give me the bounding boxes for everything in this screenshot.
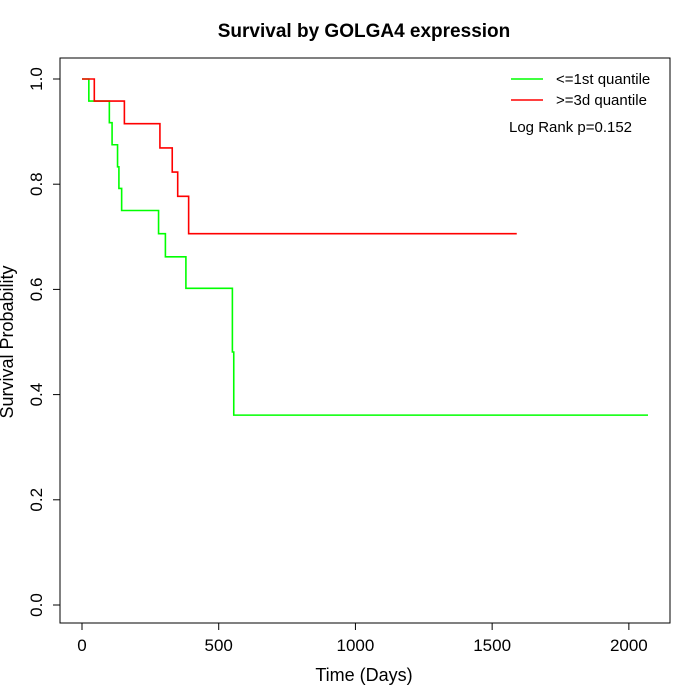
y-tick-label: 0.8 [27,172,46,196]
x-tick-label: 500 [205,636,233,655]
x-tick-label: 1500 [473,636,511,655]
y-axis: 0.0 0.2 0.4 0.6 0.8 1.0 [27,67,61,617]
y-tick-label: 0.4 [27,383,46,407]
y-tick-label: 0.6 [27,278,46,302]
plot-frame [59,57,671,624]
y-axis-label: Survival Probability [0,265,17,418]
legend-label: <=1st quantile [556,71,650,88]
chart-title: Survival by GOLGA4 expression [218,21,511,42]
series-line-high-quantile [82,78,517,235]
x-axis: 0 500 1000 1500 2000 [77,622,648,655]
y-tick-label: 0.2 [27,488,46,512]
y-tick-label: 1.0 [27,67,46,91]
legend-label: >=3d quantile [556,92,647,109]
series-layer [82,78,648,416]
legend: <=1st quantile >=3d quantile [511,71,650,109]
x-tick-label: 1000 [337,636,375,655]
x-tick-label: 0 [77,636,86,655]
x-axis-label: Time (Days) [315,665,412,685]
y-tick-label: 0.0 [27,593,46,617]
series-line-low-quantile [82,78,648,416]
x-tick-label: 2000 [610,636,648,655]
log-rank-annotation: Log Rank p=0.152 [509,119,632,136]
